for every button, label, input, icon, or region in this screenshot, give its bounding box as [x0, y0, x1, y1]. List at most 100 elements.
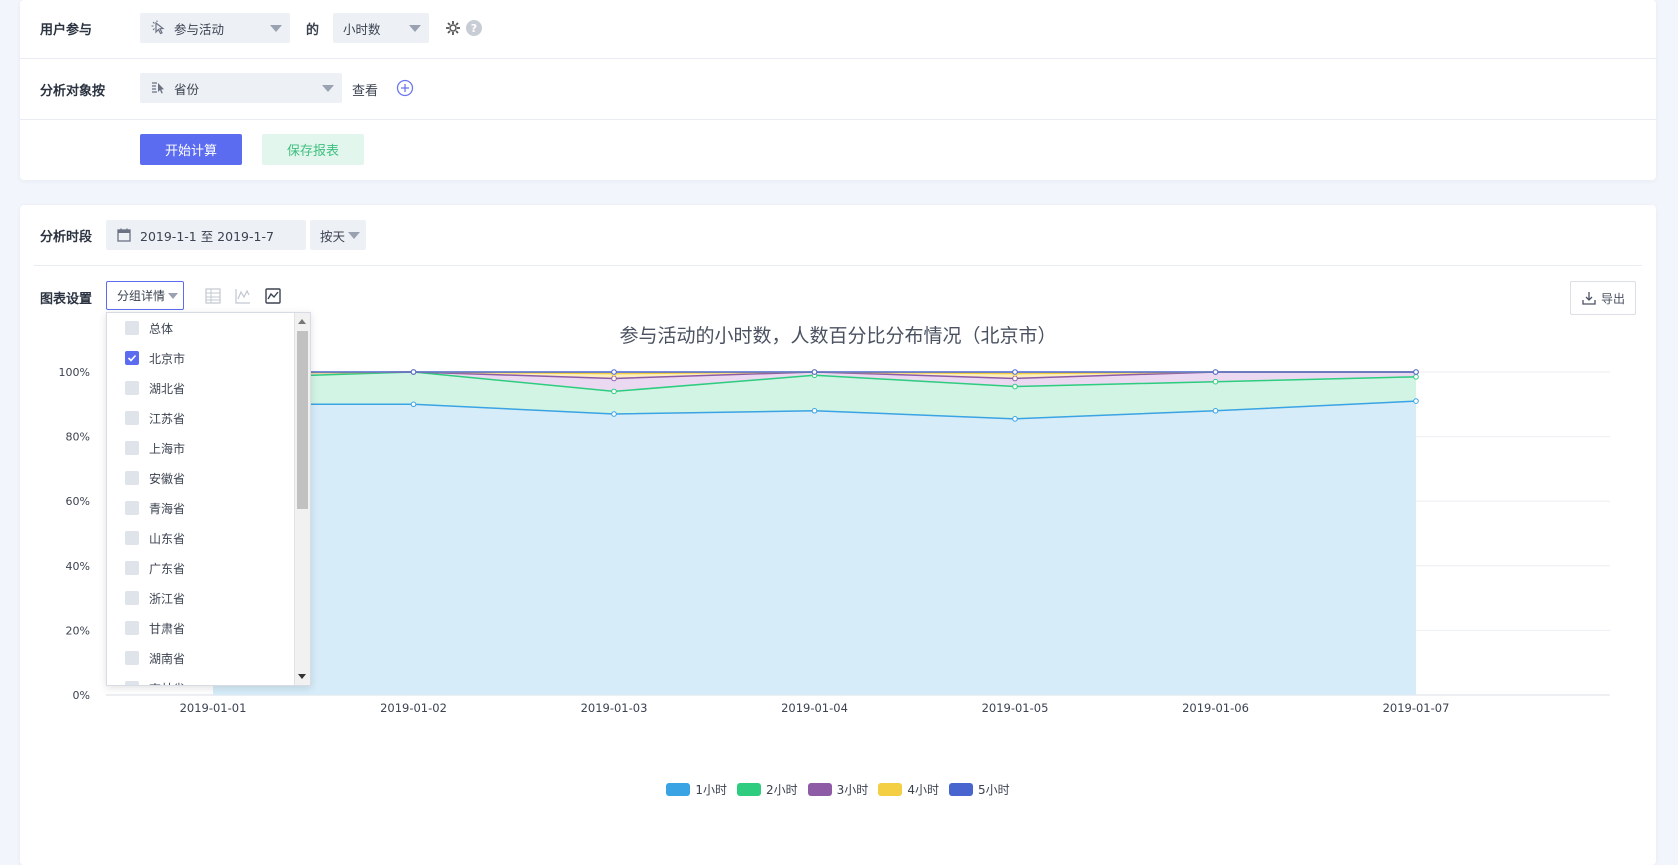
data-point: [611, 369, 617, 375]
event-select[interactable]: 参与活动: [140, 13, 290, 43]
legend-item[interactable]: 4小时: [878, 781, 939, 798]
group-option[interactable]: 广东省: [107, 553, 295, 583]
group-option-label: 山东省: [149, 531, 186, 546]
group-option[interactable]: 江苏省: [107, 403, 295, 433]
export-button[interactable]: 导出: [1570, 281, 1636, 315]
data-point: [1413, 374, 1419, 380]
chart-legend: 1小时 2小时 3小时 4小时 5小时: [20, 781, 1656, 798]
group-option-label: 总体: [149, 321, 174, 336]
gear-icon[interactable]: [445, 20, 461, 36]
data-point: [410, 369, 417, 375]
area-2: [213, 372, 1416, 419]
checkbox[interactable]: [125, 561, 139, 575]
of-text: 的: [306, 23, 320, 38]
scroll-up-icon[interactable]: [298, 319, 306, 324]
start-compute-button[interactable]: 开始计算: [140, 134, 242, 165]
y-tick-label: 60%: [66, 495, 90, 508]
legend-item[interactable]: 2小时: [737, 781, 798, 798]
checkbox[interactable]: [125, 501, 139, 515]
query-panel: 用户参与 参与活动 的 小时数 ? 分析对象按: [20, 0, 1656, 180]
group-option[interactable]: 湖南省: [107, 643, 295, 673]
data-point: [1212, 407, 1219, 414]
checkbox[interactable]: [125, 471, 139, 485]
legend-swatch: [878, 783, 903, 796]
data-point: [1413, 398, 1419, 404]
checkbox-checked[interactable]: [125, 351, 139, 365]
chevron-down-icon: [348, 232, 360, 239]
analysis-panel: 分析时段 2019-1-1 至 2019-1-7 按天 图表设置 分组详情: [20, 205, 1656, 865]
metric-select[interactable]: 小时数: [333, 13, 429, 43]
checkbox[interactable]: [125, 321, 139, 335]
event-row: 用户参与 参与活动 的 小时数 ?: [20, 0, 1656, 59]
period-row: 分析时段 2019-1-1 至 2019-1-7 按天: [34, 205, 1642, 266]
group-option[interactable]: 安徽省: [107, 463, 295, 493]
data-point: [1212, 378, 1219, 385]
help-icon[interactable]: ?: [466, 20, 482, 36]
group-select[interactable]: 省份: [140, 73, 342, 103]
data-point: [811, 369, 818, 375]
metric-select-value: 小时数: [343, 21, 381, 37]
granularity-select[interactable]: 按天: [310, 220, 366, 250]
group-option[interactable]: 吉林省: [107, 673, 295, 686]
group-option[interactable]: 总体: [107, 313, 295, 343]
line-chart-icon[interactable]: [234, 287, 252, 305]
checkbox[interactable]: [125, 621, 139, 635]
legend-item[interactable]: 5小时: [948, 781, 1010, 798]
event-select-value: 参与活动: [174, 21, 225, 37]
checkbox[interactable]: [125, 531, 139, 545]
dropdown-scrollbar[interactable]: [294, 313, 310, 685]
calendar-icon: [117, 228, 131, 242]
checkbox[interactable]: [125, 411, 139, 425]
chevron-down-icon: [270, 25, 282, 32]
legend-label: 3小时: [836, 783, 869, 797]
list-cursor-icon: [152, 82, 164, 94]
legend-swatch: [666, 783, 691, 796]
checkbox[interactable]: [125, 591, 139, 605]
group-option[interactable]: 上海市: [107, 433, 295, 463]
legend-label: 5小时: [977, 783, 1010, 797]
group-option[interactable]: 北京市: [107, 343, 295, 373]
x-tick-label: 2019-01-05: [982, 701, 1049, 715]
add-circle-icon[interactable]: [396, 79, 414, 97]
group-option-label: 安徽省: [149, 471, 186, 486]
data-point: [611, 375, 617, 382]
save-report-button[interactable]: 保存报表: [262, 134, 364, 165]
x-tick-label: 2019-01-06: [1182, 701, 1249, 715]
checkbox[interactable]: [125, 441, 139, 455]
legend-swatch: [807, 783, 832, 796]
data-point: [410, 401, 417, 408]
group-detail-value: 分组详情: [117, 289, 166, 303]
group-option-label: 吉林省: [149, 680, 185, 686]
group-option[interactable]: 青海省: [107, 493, 295, 523]
area-chart-icon[interactable]: [264, 287, 282, 305]
group-option-label: 浙江省: [149, 591, 186, 606]
date-range-value: 2019-1-1 至 2019-1-7: [140, 228, 274, 244]
x-tick-label: 2019-01-07: [1383, 701, 1450, 715]
checkbox[interactable]: [125, 681, 139, 685]
legend-item[interactable]: 1小时: [666, 781, 727, 798]
scroll-down-icon[interactable]: [298, 674, 306, 679]
export-label: 导出: [1600, 291, 1625, 306]
click-icon: [151, 20, 165, 35]
y-tick-label: 40%: [66, 560, 90, 573]
scrollbar-thumb[interactable]: [297, 331, 308, 509]
date-range-picker[interactable]: 2019-1-1 至 2019-1-7: [106, 220, 306, 250]
chart-title: 参与活动的小时数，人数百分比分布情况（北京市）: [619, 325, 1056, 347]
area-3: [213, 372, 1416, 392]
user-participation-label: 用户参与: [40, 23, 93, 38]
legend-item[interactable]: 3小时: [807, 781, 869, 798]
group-option-label: 湖南省: [149, 651, 186, 666]
group-detail-select[interactable]: 分组详情: [106, 281, 184, 310]
area-4: [213, 372, 1416, 379]
checkbox[interactable]: [125, 381, 139, 395]
checkbox[interactable]: [125, 651, 139, 665]
data-point: [611, 388, 617, 395]
group-option[interactable]: 浙江省: [107, 583, 295, 613]
chevron-down-icon: [322, 85, 334, 92]
group-option[interactable]: 甘肃省: [107, 613, 295, 643]
data-point: [1012, 416, 1018, 422]
group-option[interactable]: 湖北省: [107, 373, 295, 403]
table-view-icon[interactable]: [204, 287, 222, 305]
group-option-label: 甘肃省: [149, 621, 186, 636]
group-option[interactable]: 山东省: [107, 523, 295, 553]
